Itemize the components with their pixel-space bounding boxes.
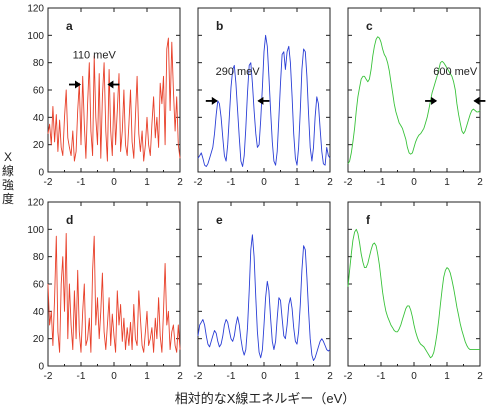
y-tick-label: 100 — [27, 31, 44, 42]
series-line-c — [347, 36, 481, 165]
x-tick-label: 2 — [177, 371, 183, 382]
x-tick-label: -2 — [194, 177, 203, 188]
panel-e: -2 -1 0 1 2 e — [194, 201, 333, 382]
x-tick-label: 1 — [294, 371, 300, 382]
x-tick-label: 1 — [444, 371, 450, 382]
arrow-left-head — [75, 80, 81, 89]
x-tick-label: 2 — [327, 371, 333, 382]
x-tick-label: -1 — [377, 371, 386, 382]
x-tick-label: -1 — [77, 177, 86, 188]
panel-letter: e — [216, 213, 223, 227]
y-tick-label: 20 — [33, 140, 45, 151]
y-tick-label: 20 — [33, 334, 45, 345]
x-tick-label: 2 — [327, 177, 333, 188]
x-tick-label: -1 — [227, 371, 236, 382]
x-tick-label: 1 — [444, 177, 450, 188]
x-tick-label: -1 — [77, 371, 86, 382]
arrow-right-head — [257, 96, 264, 105]
x-tick-label: 0 — [261, 177, 267, 188]
x-tick-label: -2 — [44, 177, 53, 188]
arrow-right-head — [107, 80, 114, 89]
panel-letter: d — [66, 213, 73, 227]
series-line-b — [197, 34, 331, 167]
panel-letter: b — [216, 19, 223, 33]
x-tick-label: 0 — [111, 177, 117, 188]
panel-letter: c — [366, 19, 373, 33]
x-tick-label: -2 — [344, 177, 353, 188]
panel-f: -2 -1 0 1 2 f — [344, 201, 483, 382]
panel-letter: f — [366, 213, 371, 227]
y-axis-label: X線強度 — [1, 150, 14, 206]
series-line-e — [197, 234, 331, 361]
x-tick-label: 0 — [261, 371, 267, 382]
y-tick-label: 40 — [33, 113, 45, 124]
y-tick-label: 80 — [33, 58, 45, 69]
x-tick-label: -2 — [344, 371, 353, 382]
arrow-left-head — [211, 96, 218, 105]
y-tick-label: 0 — [38, 362, 44, 373]
fwhm-annotation: 110 meV — [73, 50, 117, 62]
x-tick-label: 0 — [411, 371, 417, 382]
x-tick-label: -1 — [227, 177, 236, 188]
x-tick-label: 0 — [411, 177, 417, 188]
x-tick-label: 2 — [477, 177, 483, 188]
arrow-left-head — [431, 96, 438, 105]
x-tick-label: 1 — [144, 371, 150, 382]
x-tick-label: -1 — [377, 177, 386, 188]
y-tick-label: 60 — [33, 86, 45, 97]
x-tick-label: 0 — [111, 371, 117, 382]
y-tick-label: 0 — [38, 168, 44, 179]
x-tick-label: 2 — [177, 177, 183, 188]
x-tick-label: 1 — [144, 177, 150, 188]
panel-c: -2 -1 0 1 2 c 600 meV — [344, 7, 486, 188]
y-tick-label: 80 — [33, 252, 45, 263]
fwhm-annotation: 290 meV — [216, 66, 261, 78]
y-tick-label: 120 — [27, 198, 44, 209]
arrow-right-head — [473, 96, 480, 105]
x-tick-label: 1 — [294, 177, 300, 188]
series-line-a — [47, 37, 181, 162]
y-tick-label: 40 — [33, 307, 45, 318]
panel-letter: a — [66, 19, 73, 33]
x-axis-label: 相対的なX線エネルギー（eV） — [174, 391, 356, 406]
panel-b: -2 -1 0 1 2 b 290 meV — [194, 7, 333, 188]
x-tick-label: -2 — [194, 371, 203, 382]
series-line-f — [347, 228, 480, 359]
x-tick-label: 2 — [477, 371, 483, 382]
y-tick-label: 100 — [27, 225, 44, 236]
y-tick-label: 60 — [33, 280, 45, 291]
series-line-d — [47, 232, 181, 353]
y-tick-label: 120 — [27, 4, 44, 15]
fwhm-annotation: 600 meV — [433, 66, 478, 78]
x-tick-label: -2 — [44, 371, 53, 382]
